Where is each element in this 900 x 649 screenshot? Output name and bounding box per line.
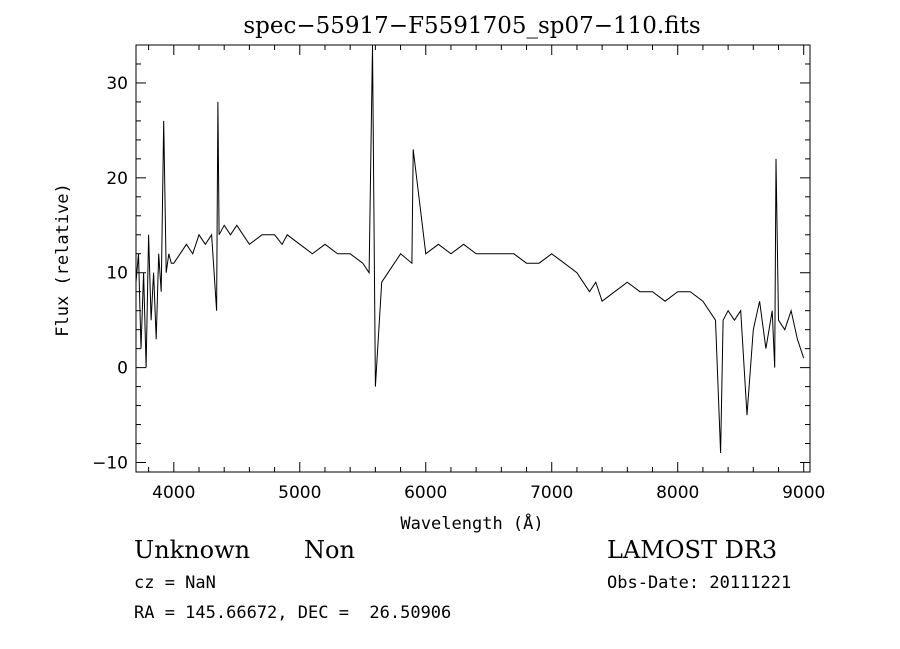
y-tick-label: 30	[106, 74, 128, 94]
ra-dec-coordinates: RA = 145.66672, DEC = 26.50906	[134, 603, 452, 623]
plot-frame	[135, 44, 811, 473]
x-tick-label: 8000	[656, 483, 699, 503]
y-tick-label: 0	[117, 359, 128, 379]
x-tick-label: 6000	[404, 483, 447, 503]
y-tick-label: −10	[92, 454, 128, 474]
chart-title: spec−55917−F5591705_sp07−110.fits	[243, 13, 700, 39]
axis-tick-labels: 4000 5000 6000 7000 8000 9000 −10 0 10 20 30	[92, 74, 825, 503]
x-tick-label: 7000	[530, 483, 573, 503]
x-tick-label: 5000	[278, 483, 321, 503]
y-tick-label: 20	[106, 169, 128, 189]
y-tick-label: 10	[106, 264, 128, 284]
x-tick-label: 9000	[782, 483, 825, 503]
x-axis-label: Wavelength (Å)	[400, 512, 543, 534]
x-tick-label: 4000	[152, 483, 195, 503]
spectrum-line	[135, 44, 805, 454]
survey-name: LAMOST DR3	[607, 536, 778, 564]
object-class: Unknown	[134, 536, 251, 564]
axis-ticks	[136, 44, 810, 472]
object-subclass: Non	[304, 536, 355, 564]
observation-date: Obs-Date: 20111221	[607, 573, 792, 593]
redshift-cz: cz = NaN	[134, 573, 216, 593]
y-axis-label: Flux (relative)	[53, 183, 73, 337]
